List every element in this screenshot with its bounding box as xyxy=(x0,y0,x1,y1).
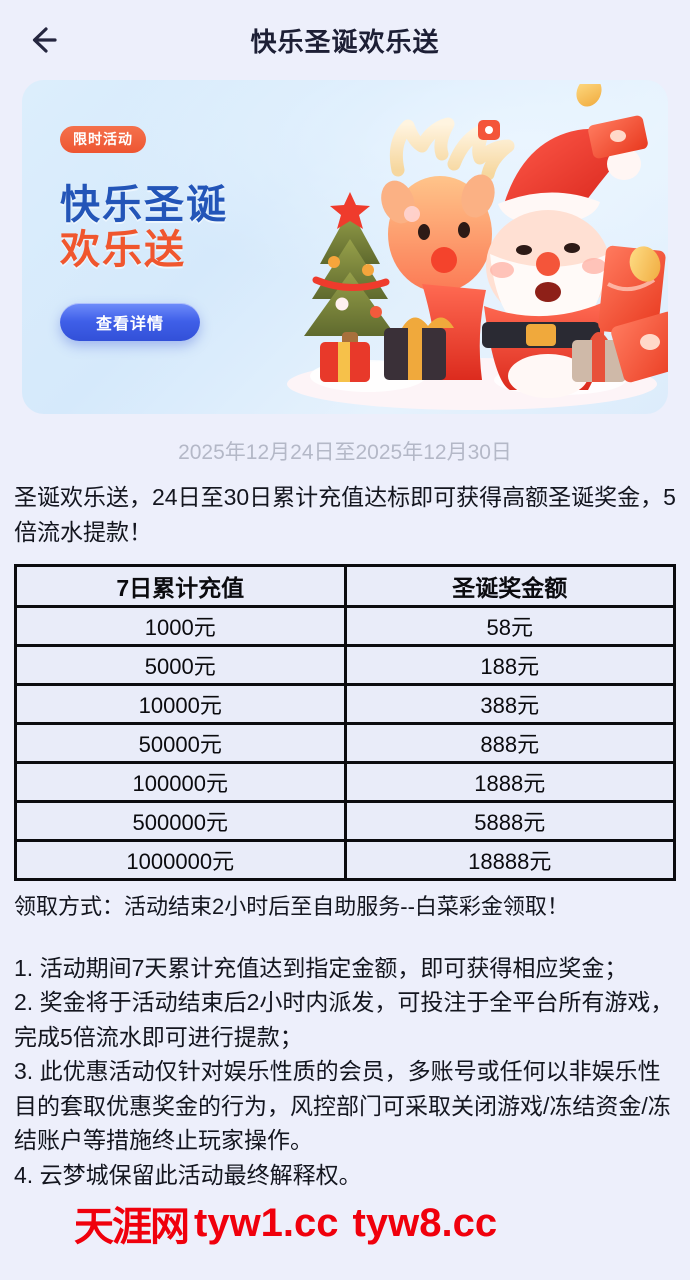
watermark-url-secondary: tyw8.cc xyxy=(352,1200,498,1245)
cell-bonus: 388元 xyxy=(343,682,676,725)
claim-method-text: 领取方式：活动结束2小时后至自助服务--白菜彩金领取！ xyxy=(14,893,569,919)
table-header-deposit: 7日累计充值 xyxy=(14,563,347,608)
rule-item: 1. 活动期间7天累计充值达到指定金额，即可获得相应奖金； xyxy=(14,954,628,981)
cell-deposit: 10000元 xyxy=(14,682,347,725)
rule-item: 3. 此优惠活动仅针对娱乐性质的会员，多账号或任何以非娱乐性目的套取优惠奖金的行… xyxy=(14,1058,671,1154)
christmas-illustration xyxy=(272,84,668,414)
table-row: 500000元 5888元 xyxy=(14,799,676,842)
table-row: 1000元 58元 xyxy=(14,604,676,647)
cell-bonus: 888元 xyxy=(343,721,676,764)
cell-bonus: 188元 xyxy=(343,643,676,686)
banner-title-line2: 欢乐送 xyxy=(60,227,186,272)
rule-item: 4. 云梦城保留此活动最终解释权。 xyxy=(14,1161,362,1188)
promo-banner[interactable]: 限时活动 快乐圣诞 欢乐送 查看详情 xyxy=(22,80,668,414)
cell-bonus: 18888元 xyxy=(343,838,676,881)
table-row: 100000元 1888元 xyxy=(14,760,676,803)
limited-time-badge: 限时活动 xyxy=(60,126,146,153)
banner-section: 限时活动 快乐圣诞 欢乐送 查看详情 xyxy=(0,80,690,414)
table-header-row: 7日累计充值 圣诞奖金额 xyxy=(14,563,676,608)
reward-table: 7日累计充值 圣诞奖金额 1000元 58元 5000元 188元 10000元… xyxy=(14,563,676,881)
table-row: 5000元 188元 xyxy=(14,643,676,686)
table-row: 10000元 388元 xyxy=(14,682,676,725)
watermark-site-name: 天涯网 xyxy=(74,1205,190,1249)
cell-deposit: 1000000元 xyxy=(14,838,347,881)
cell-bonus: 58元 xyxy=(343,604,676,647)
intro-text: 圣诞欢乐送，24日至30日累计充值达标即可获得高额圣诞奖金，5倍流水提款！ xyxy=(14,484,676,545)
banner-text-block: 限时活动 快乐圣诞 欢乐送 查看详情 xyxy=(60,126,310,341)
table-row: 50000元 888元 xyxy=(14,721,676,764)
cell-bonus: 1888元 xyxy=(343,760,676,803)
cell-deposit: 100000元 xyxy=(14,760,347,803)
cell-deposit: 5000元 xyxy=(14,643,347,686)
page-header: 快乐圣诞欢乐送 xyxy=(0,0,690,80)
watermark-overlay: 天涯网 tyw1.cc tyw8.cc xyxy=(0,1196,690,1250)
rules-list: 1. 活动期间7天累计充值达到指定金额，即可获得相应奖金； 2. 奖金将于活动结… xyxy=(14,923,676,1193)
content-area: 圣诞欢乐送，24日至30日累计充值达标即可获得高额圣诞奖金，5倍流水提款！ 7日… xyxy=(0,480,690,1192)
view-details-button[interactable]: 查看详情 xyxy=(60,302,200,341)
watermark-url-primary: tyw1.cc xyxy=(194,1200,339,1245)
cell-deposit: 500000元 xyxy=(14,799,347,842)
cell-deposit: 1000元 xyxy=(14,604,347,647)
back-arrow-icon[interactable] xyxy=(18,16,66,64)
cell-deposit: 50000元 xyxy=(14,721,347,764)
cell-bonus: 5888元 xyxy=(343,799,676,842)
rule-item: 2. 奖金将于活动结束后2小时内派发，可投注于全平台所有游戏，完成5倍流水即可进… xyxy=(14,989,674,1050)
activity-date-range: 2025年12月24日至2025年12月30日 xyxy=(178,441,512,464)
table-row: 1000000元 18888元 xyxy=(14,838,676,881)
table-header-bonus: 圣诞奖金额 xyxy=(343,563,676,608)
page-title: 快乐圣诞欢乐送 xyxy=(250,26,440,57)
banner-title-line1: 快乐圣诞 xyxy=(60,183,228,227)
